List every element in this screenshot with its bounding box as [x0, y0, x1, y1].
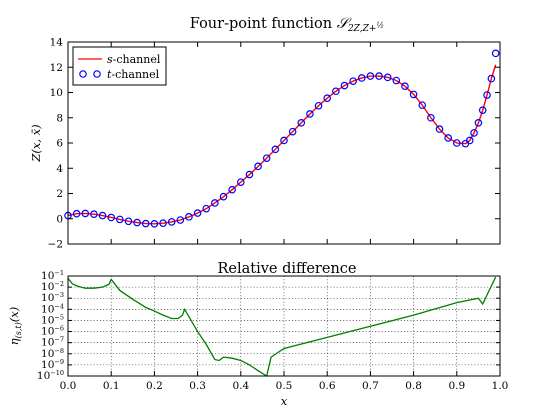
- t-channel-point: [452, 139, 461, 147]
- t-channel-point: [228, 185, 236, 194]
- bottom-x-tick-label: 0.5: [276, 380, 293, 392]
- bottom-x-tick-label: 0.2: [146, 380, 163, 392]
- t-channel-point: [280, 136, 288, 145]
- bottom-x-tick-label: 0.7: [362, 380, 379, 392]
- bottom-x-tick-label: 0.6: [319, 380, 336, 392]
- top-x-axis: [67, 42, 501, 244]
- top-series-layer: [64, 49, 500, 228]
- t-channel-point: [159, 219, 167, 227]
- t-channel-point: [444, 134, 452, 142]
- top-y-tick-label: 8: [56, 112, 63, 124]
- legend-t-channel-swatch-2: [93, 70, 101, 78]
- t-channel-point: [271, 145, 280, 154]
- bottom-chart: Relative difference 10−110−210−310−410−5…: [7, 261, 508, 408]
- top-y-tick-label: −2: [48, 239, 63, 251]
- t-channel-point: [470, 129, 478, 137]
- t-channel-point: [349, 77, 357, 85]
- t-channel-point: [262, 154, 271, 162]
- t-channel-point: [474, 119, 483, 127]
- bottom-x-tick-label: 0.4: [232, 380, 249, 392]
- t-channel-point: [409, 90, 418, 99]
- t-channel-point: [427, 113, 435, 122]
- bottom-y-axis-label: η(s,t)(x): [7, 307, 23, 345]
- bottom-grid: [67, 275, 501, 377]
- bottom-x-axis-label: x: [281, 394, 288, 408]
- t-channel-point: [435, 125, 444, 133]
- t-channel-point: [375, 72, 383, 80]
- s-channel-line: [67, 64, 497, 225]
- t-channel-point: [116, 215, 124, 224]
- bottom-x-axis: 0.0 0.1 0.2 0.3 0.4 0.5 0.6 0.7 0.8 0.9 1.0: [60, 371, 509, 392]
- bottom-series-layer: [67, 276, 497, 378]
- top-legend: s-channel t-channel: [72, 46, 167, 86]
- t-channel-point: [245, 170, 254, 179]
- t-channel-point: [491, 49, 500, 58]
- t-channel-point: [340, 81, 349, 90]
- legend-t-channel-swatch: [79, 70, 87, 78]
- bottom-axes-frame: [67, 275, 501, 377]
- t-channel-point: [465, 136, 474, 145]
- t-channel-point: [314, 101, 323, 110]
- t-channel-point: [90, 210, 98, 219]
- top-y-tick-label: 12: [50, 62, 63, 74]
- t-channel-point: [366, 72, 375, 80]
- t-channel-point: [306, 110, 314, 118]
- top-chart-title: Four-point function 𝒮2Z,Z+½: [190, 16, 384, 34]
- t-channel-point: [297, 119, 306, 127]
- top-chart: Four-point function 𝒮2Z,Z+½ −2 0 2 4 6 8 10 12 1…: [29, 16, 501, 251]
- t-channel-point: [383, 73, 392, 82]
- t-channel-point: [141, 219, 150, 228]
- t-channel-point: [483, 91, 491, 99]
- legend-s-channel-label: s-channel: [107, 53, 161, 66]
- t-channel-point: [72, 209, 81, 218]
- t-channel-point: [288, 127, 297, 136]
- t-channel-point: [176, 216, 185, 224]
- t-channel-point: [392, 76, 401, 85]
- bottom-x-tick-label: 0.8: [405, 380, 422, 392]
- t-channel-point: [357, 74, 366, 82]
- t-channel-point: [193, 209, 202, 217]
- t-channel-point: [237, 178, 245, 186]
- t-channel-point: [185, 213, 193, 221]
- top-y-tick-label: 0: [56, 213, 63, 225]
- top-y-tick-label: 6: [56, 138, 63, 150]
- t-channel-point: [211, 199, 219, 207]
- top-y-tick-label: 4: [56, 163, 63, 175]
- bottom-chart-title: Relative difference: [218, 261, 357, 277]
- top-y-tick-label: 14: [50, 37, 64, 49]
- t-channel-point: [133, 218, 141, 227]
- t-channel-point: [167, 218, 176, 226]
- t-channel-point: [81, 209, 90, 218]
- bottom-x-tick-label: 0.0: [60, 380, 77, 392]
- t-channel-point: [98, 211, 107, 220]
- top-y-tick-label: 2: [56, 188, 63, 200]
- t-channel-point: [401, 82, 409, 90]
- top-y-tick-label: 10: [50, 87, 63, 99]
- t-channel-point: [323, 94, 332, 102]
- top-y-axis: −2 0 2 4 6 8 10 12 14: [48, 37, 500, 251]
- bottom-x-tick-label: 0.9: [448, 380, 465, 392]
- t-channel-point: [107, 213, 116, 222]
- t-channel-point: [254, 162, 262, 171]
- t-channel-point: [418, 101, 427, 109]
- bottom-x-tick-label: 1.0: [492, 380, 509, 392]
- t-channel-point: [487, 74, 496, 83]
- t-channel-point: [124, 217, 133, 226]
- top-y-axis-label: Z(x, x̄): [29, 124, 43, 162]
- legend-frame: [72, 46, 167, 86]
- top-chart-title-math: 𝒮2Z,Z+½: [337, 16, 384, 34]
- legend-t-channel-label: t-channel: [107, 68, 160, 81]
- relative-difference-line: [67, 276, 497, 378]
- t-channel-point: [219, 192, 228, 201]
- t-channel-point: [202, 204, 211, 213]
- bottom-plot-area: [67, 275, 501, 378]
- t-channel-point: [150, 220, 159, 228]
- bottom-x-tick-label: 0.3: [189, 380, 206, 392]
- t-channel-point: [478, 106, 487, 114]
- t-channel-point: [332, 87, 340, 96]
- bottom-x-tick-label: 0.1: [103, 380, 120, 392]
